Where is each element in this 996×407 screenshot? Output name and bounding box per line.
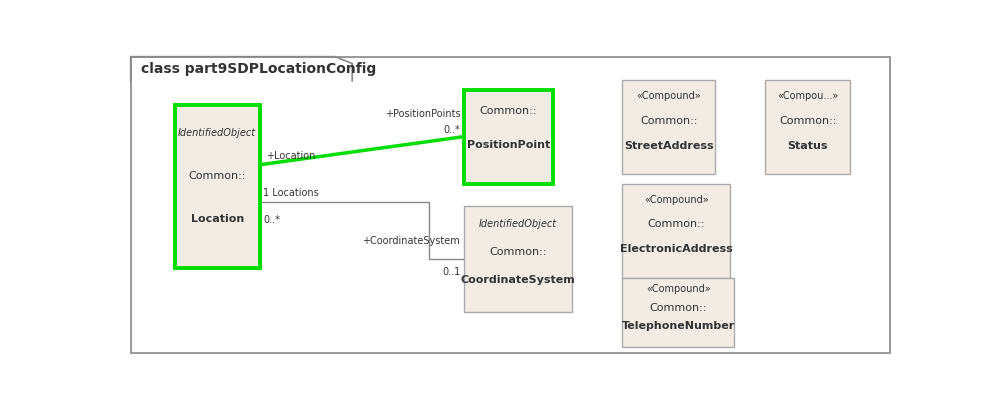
Text: Common::: Common:: — [649, 302, 707, 313]
FancyBboxPatch shape — [622, 278, 734, 347]
Text: PositionPoint: PositionPoint — [467, 140, 550, 150]
Text: 0..1: 0..1 — [442, 267, 460, 277]
FancyBboxPatch shape — [622, 184, 730, 278]
Text: 0..*: 0..* — [443, 125, 460, 135]
FancyBboxPatch shape — [130, 57, 890, 353]
Text: IdentifiedObject: IdentifiedObject — [479, 219, 557, 229]
Text: StreetAddress: StreetAddress — [623, 141, 713, 151]
Text: +PositionPoints: +PositionPoints — [384, 109, 460, 119]
FancyBboxPatch shape — [464, 90, 553, 184]
Text: Common::: Common:: — [480, 106, 537, 116]
Text: Common::: Common:: — [489, 247, 547, 257]
FancyBboxPatch shape — [622, 80, 715, 174]
Text: CoordinateSystem: CoordinateSystem — [461, 275, 576, 285]
Text: +CoordinateSystem: +CoordinateSystem — [363, 236, 460, 246]
Text: 1 Locations: 1 Locations — [263, 188, 319, 198]
Text: «Compound»: «Compound» — [636, 91, 701, 101]
Text: «Compound»: «Compound» — [646, 284, 711, 294]
Text: «Compound»: «Compound» — [644, 195, 709, 205]
FancyBboxPatch shape — [765, 80, 850, 174]
FancyBboxPatch shape — [464, 206, 572, 312]
Text: Common::: Common:: — [640, 116, 697, 126]
Text: TelephoneNumber: TelephoneNumber — [622, 321, 735, 331]
Text: ElectronicAddress: ElectronicAddress — [621, 244, 733, 254]
Text: +Location: +Location — [266, 151, 315, 161]
FancyBboxPatch shape — [174, 105, 260, 268]
Text: IdentifiedObject: IdentifiedObject — [178, 128, 256, 138]
Text: Common::: Common:: — [779, 116, 837, 126]
Text: Location: Location — [190, 214, 244, 224]
Text: class part9SDPLocationConfig: class part9SDPLocationConfig — [141, 62, 376, 76]
Text: Common::: Common:: — [188, 171, 246, 181]
Text: «Compou...»: «Compou...» — [777, 91, 839, 101]
Text: 0..*: 0..* — [263, 215, 280, 225]
Text: Common::: Common:: — [647, 219, 705, 230]
Text: Status: Status — [788, 141, 828, 151]
